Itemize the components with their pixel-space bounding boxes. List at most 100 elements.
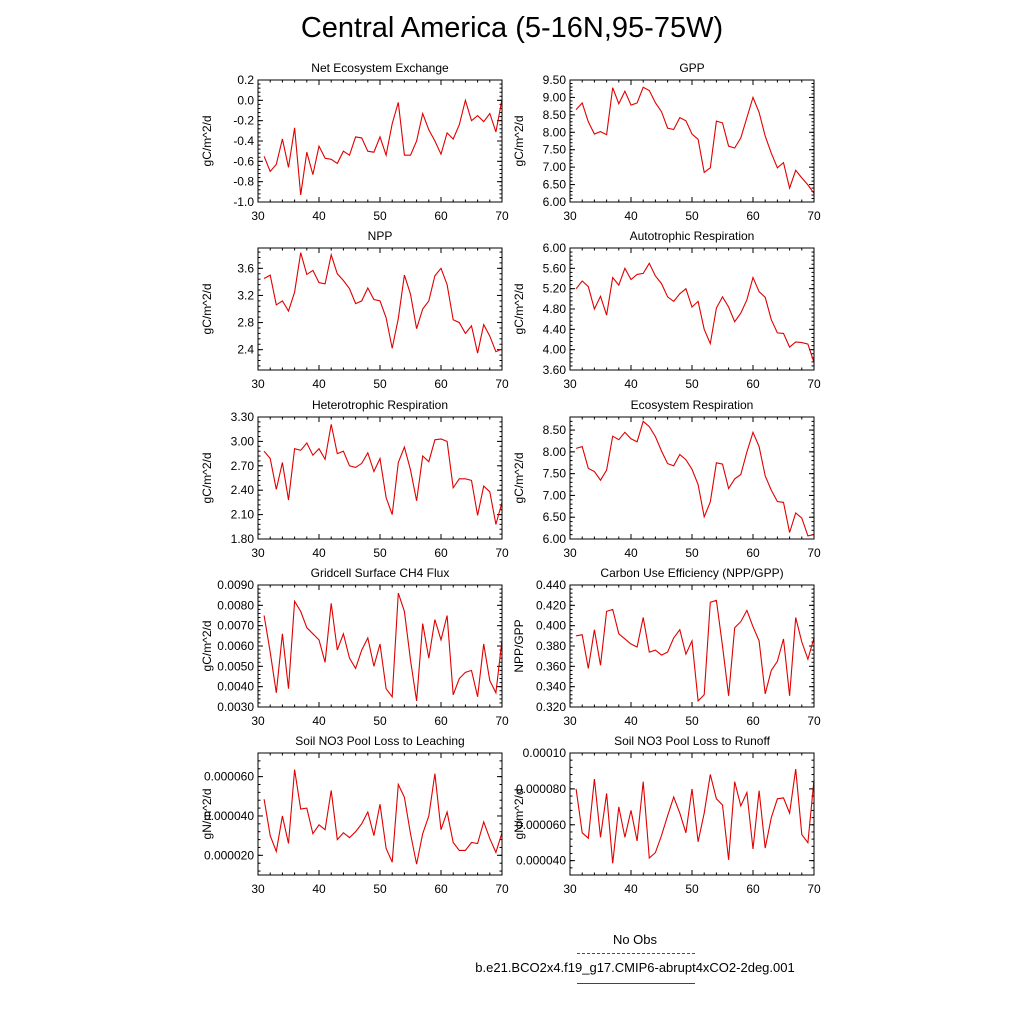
chart-panel: Autotrophic Respiration gC/m^2/d 30 40 50 60 7… [512,229,821,391]
chart-title: Gridcell Surface CH4 Flux [311,566,450,580]
series-line [575,769,815,864]
chart-panel: NPP gC/m^2/d 30 40 50 60 70 2.4 2.8 3.2 3.6 [200,229,509,391]
x-tick-label: 40 [624,209,638,223]
y-tick-label: 2.40 [231,483,255,497]
plot-frame [569,79,815,203]
chart-title: Soil NO3 Pool Loss to Runoff [614,734,771,748]
y-tick-label: 3.00 [231,434,255,448]
figure-title: Central America (5-16N,95-75W) [300,12,724,44]
x-tick-label: 30 [251,377,265,391]
plot-frame [569,752,815,876]
y-tick-label: 4.00 [543,343,567,357]
y-tick-label: 0.0080 [217,598,254,612]
x-tick-label: 30 [251,209,265,223]
x-tick-label: 70 [495,882,509,896]
y-tick-label: 6.00 [543,532,567,546]
chart-title: Soil NO3 Pool Loss to Leaching [295,734,464,748]
x-tick-label: 60 [746,377,760,391]
y-tick-label: 8.50 [543,423,567,437]
x-tick-label: 60 [434,209,448,223]
x-tick-label: 70 [807,209,821,223]
y-tick-label: 0.380 [536,639,566,653]
y-tick-label: 7.50 [543,143,567,157]
chart-title: Heterotrophic Respiration [312,398,448,412]
x-tick-label: 70 [807,714,821,728]
x-tick-label: 40 [312,882,326,896]
y-tick-label: 9.00 [543,90,567,104]
x-tick-label: 60 [746,882,760,896]
y-tick-label: 2.10 [231,508,255,522]
y-tick-label: 9.50 [543,73,567,87]
y-tick-label: 0.0040 [217,680,254,694]
plot-frame [569,247,815,371]
x-tick-label: 70 [807,882,821,896]
y-tick-label: 2.4 [237,343,254,357]
x-tick-label: 60 [746,209,760,223]
plot-frame [257,584,503,708]
series-line [263,424,503,525]
chart-panel: Carbon Use Efficiency (NPP/GPP) NPP/GPP 30… [512,566,821,728]
y-tick-label: 3.60 [543,363,567,377]
y-axis-label: gN/m^2/d [512,789,526,840]
y-axis-label: gC/m^2/d [512,453,526,504]
y-tick-label: 5.60 [543,261,567,275]
x-tick-label: 50 [685,882,699,896]
x-tick-label: 30 [563,714,577,728]
x-tick-label: 60 [434,882,448,896]
chart-title: Carbon Use Efficiency (NPP/GPP) [600,566,783,580]
y-tick-label: 8.00 [543,445,567,459]
y-axis-label: gC/m^2/d [512,284,526,335]
x-tick-label: 60 [434,377,448,391]
y-tick-label: 0.000060 [204,770,254,784]
x-tick-label: 30 [563,377,577,391]
y-tick-label: -1.0 [233,195,254,209]
y-tick-label: 5.20 [543,282,567,296]
x-tick-label: 70 [807,377,821,391]
x-tick-label: 50 [373,714,387,728]
x-tick-label: 40 [624,714,638,728]
y-tick-label: 0.00010 [523,746,567,760]
x-tick-label: 50 [373,209,387,223]
x-tick-label: 60 [434,546,448,560]
x-tick-label: 30 [563,546,577,560]
plot-frame [569,416,815,540]
y-tick-label: 7.00 [543,488,567,502]
x-tick-label: 70 [495,209,509,223]
x-tick-label: 50 [685,714,699,728]
y-tick-label: 0.000020 [204,848,254,862]
y-tick-label: 6.00 [543,241,567,255]
series-line [263,592,503,701]
x-tick-label: 50 [373,377,387,391]
y-tick-label: 0.440 [536,578,566,592]
x-tick-label: 60 [746,714,760,728]
x-tick-label: 50 [685,377,699,391]
x-tick-label: 40 [624,882,638,896]
x-tick-label: 40 [312,546,326,560]
y-tick-label: 3.30 [231,410,255,424]
x-tick-label: 70 [807,546,821,560]
x-tick-label: 70 [495,546,509,560]
y-tick-label: 6.00 [543,195,567,209]
y-tick-label: -0.2 [233,114,254,128]
series-line [575,420,815,537]
chart-panel: Heterotrophic Respiration gC/m^2/d 30 40 50 6… [200,398,509,560]
chart-title: GPP [679,61,704,75]
y-tick-label: 0.2 [237,73,254,87]
x-tick-label: 40 [624,546,638,560]
series-line [575,86,815,194]
chart-title: NPP [368,229,393,243]
y-axis-label: NPP/GPP [512,619,526,672]
x-tick-label: 30 [251,546,265,560]
y-tick-label: 0.000040 [204,809,254,823]
y-tick-label: 7.00 [543,160,567,174]
x-tick-label: 40 [312,714,326,728]
plot-frame [257,416,503,540]
y-tick-label: 6.50 [543,510,567,524]
x-tick-label: 40 [312,209,326,223]
x-tick-label: 50 [373,546,387,560]
x-tick-label: 70 [495,377,509,391]
plot-frame [569,584,815,708]
x-tick-label: 60 [434,714,448,728]
chart-title: Autotrophic Respiration [630,229,755,243]
series-line [575,262,815,363]
